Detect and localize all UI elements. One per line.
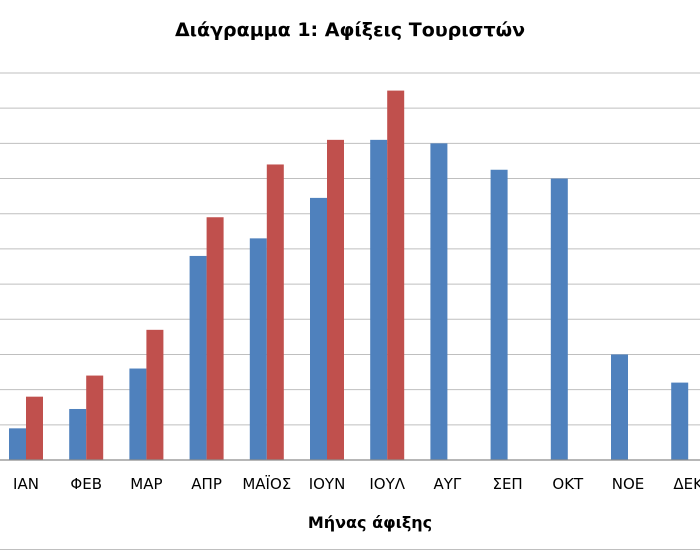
x-tick-label: ΙΑΝ [13, 475, 39, 493]
chart-title: Διάγραμμα 1: Αφίξεις Τουριστών [175, 19, 525, 41]
blue-bar-10 [550, 178, 568, 460]
blue-bar-4 [189, 255, 207, 460]
x-tick-label: ΜΑΡ [130, 475, 162, 493]
blue-bar-9 [490, 169, 508, 460]
x-axis-label: Μήνας άφιξης [308, 513, 432, 532]
blue-bar-3 [129, 368, 147, 460]
x-tick-label: ΙΟΥΛ [369, 475, 405, 493]
x-tick-label: ΑΠΡ [191, 475, 222, 493]
red-bar-4 [206, 217, 224, 460]
blue-bar-7 [370, 139, 388, 460]
blue-bar-2 [69, 408, 87, 460]
gridlines [0, 72, 700, 426]
x-tick-label: ΜΑΪΟΣ [242, 474, 291, 493]
blue-bar-8 [430, 143, 448, 460]
red-bar-7 [387, 90, 405, 460]
blue-bar-12 [671, 382, 689, 460]
red-bar-1 [26, 396, 43, 460]
x-tick-label: ΦΕΒ [70, 475, 102, 493]
x-tick-labels: ΙΑΝ ΦΕΒ ΜΑΡ ΑΠΡ ΜΑΪΟΣ ΙΟΥΝ ΙΟΥΛ ΑΥΓ ΣΕΠ ΟΚΤ ΝΟΕ ΔΕΚ [13, 474, 700, 493]
blue-bar-6 [310, 197, 327, 461]
bars [9, 90, 689, 461]
x-tick-label: ΑΥΓ [434, 475, 462, 493]
x-tick-label: ΟΚΤ [552, 475, 584, 493]
x-tick-label: ΣΕΠ [492, 475, 522, 493]
blue-bar-1 [9, 428, 26, 460]
red-bar-2 [86, 375, 104, 460]
x-tick-label: ΙΟΥΝ [309, 475, 346, 493]
blue-bar-11 [611, 354, 628, 460]
red-bar-5 [266, 164, 284, 461]
blue-bar-5 [249, 238, 267, 460]
x-tick-label: ΔΕΚ [673, 475, 700, 493]
x-tick-label: ΝΟΕ [612, 475, 645, 493]
red-bar-6 [327, 139, 344, 460]
red-bar-3 [146, 329, 164, 460]
